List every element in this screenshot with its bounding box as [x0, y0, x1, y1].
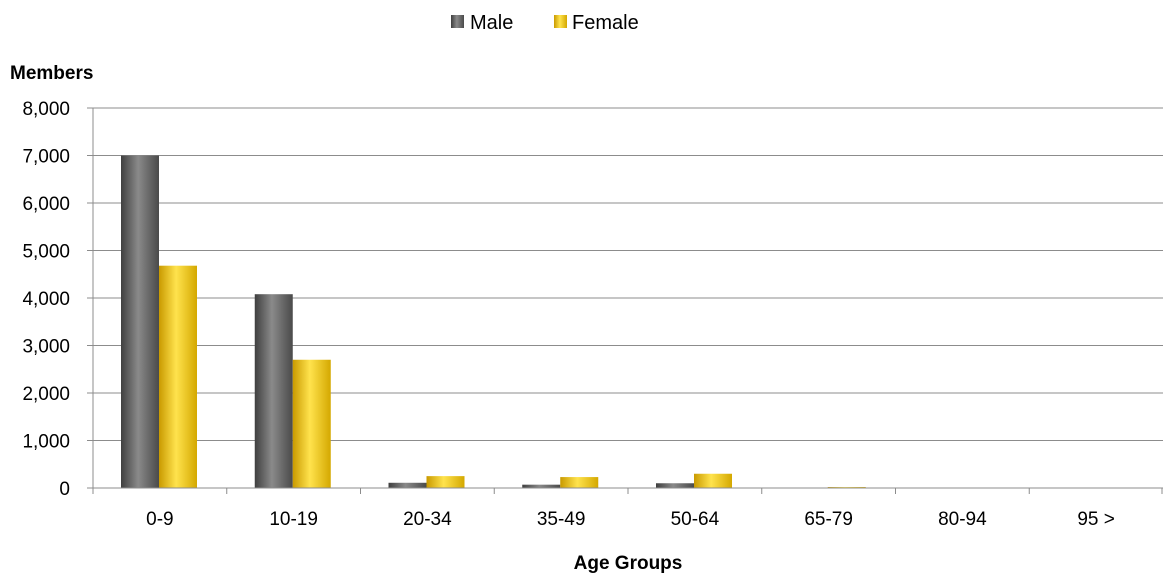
x-tick-label: 35-49: [537, 509, 586, 530]
y-axis: 0 1,000 2,000 3,000 4,000 5,000 6,000 7,000 8,00…: [22, 99, 94, 500]
bar-male: [522, 484, 561, 488]
y-tick-label: 0: [59, 479, 70, 500]
bar-male: [388, 482, 427, 488]
bar-male: [254, 294, 293, 488]
bar-female: [560, 477, 599, 488]
legend-label-male: Male: [470, 12, 513, 34]
y-axis-title: Members: [10, 63, 93, 84]
bar-female: [426, 476, 465, 488]
y-tick-label: 1,000: [22, 432, 70, 453]
bars: [121, 155, 866, 489]
y-tick-label: 3,000: [22, 337, 70, 358]
legend-label-female: Female: [572, 12, 639, 34]
y-tick-label: 8,000: [22, 99, 70, 120]
x-tick-label: 95 >: [1077, 509, 1115, 530]
gridlines: [93, 107, 1163, 441]
x-tick-label: 0-9: [146, 509, 173, 530]
bar-female: [694, 473, 732, 488]
y-tick-label: 2,000: [22, 384, 70, 405]
x-axis-title: Age Groups: [574, 553, 683, 574]
bar-male: [121, 155, 159, 488]
bar-female: [159, 265, 197, 488]
y-tick-label: 7,000: [22, 147, 70, 168]
x-tick-label: 80-94: [938, 509, 987, 530]
y-tick-label: 6,000: [22, 194, 70, 215]
legend: Male Female: [451, 12, 639, 34]
x-axis: 0-9 10-19 20-34 35-49 50-64 65-79 80-94 95 >: [92, 487, 1163, 530]
legend-swatch-male: [451, 15, 464, 28]
x-tick-label: 65-79: [804, 509, 853, 530]
x-tick-label: 50-64: [671, 509, 720, 530]
bar-male: [656, 483, 694, 488]
bar-female: [292, 359, 331, 488]
legend-swatch-female: [554, 15, 567, 28]
y-tick-label: 5,000: [22, 242, 70, 263]
y-tick-label: 4,000: [22, 289, 70, 310]
x-tick-label: 10-19: [269, 509, 318, 530]
x-tick-label: 20-34: [403, 509, 452, 530]
